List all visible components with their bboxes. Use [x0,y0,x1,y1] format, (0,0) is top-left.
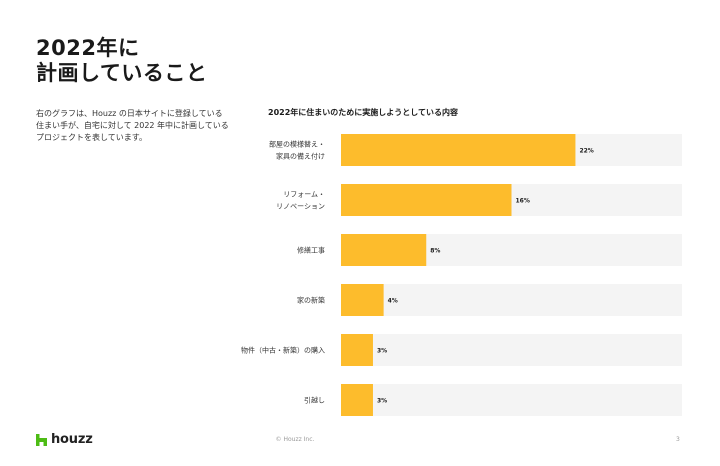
category-label: リフォーム・ [283,191,325,199]
chart-title: 2022年に住まいのために実施しようとしている内容 [268,108,459,117]
bar [341,134,576,166]
category-label: 家の新築 [297,296,325,305]
data-label: 16% [516,198,530,205]
bar [341,284,384,316]
bar [341,334,373,366]
category-label: 部屋の模様替え・ [269,140,325,149]
description-line-3: プロジェクトを表しています。 [36,133,147,142]
description-text: 右のグラフは、Houzz の日本サイトに登録している 住まい手が、自宅に対して … [36,108,241,144]
category-label: 家具の備え付け [276,152,325,161]
houzz-logo: houzz [36,432,93,447]
houzz-h-icon [36,433,47,446]
data-label: 22% [579,148,593,155]
bar-track [341,334,682,366]
description-line-1: 右のグラフは、Houzz の日本サイトに登録している [36,109,223,118]
category-label: 物件（中古・新築）の購入 [241,346,325,355]
page-number: 3 [676,436,680,443]
copyright-text: © Houzz Inc. [275,436,315,443]
page-title: 2022年に 計画していること [36,36,207,86]
data-label: 3% [377,398,387,405]
page-title-line-1: 2022年に [36,36,140,60]
data-label: 3% [377,348,387,355]
bar [341,184,512,216]
data-label: 4% [388,298,398,305]
category-label: 引越し [304,396,325,405]
data-label: 8% [430,248,440,255]
bar-track [341,284,682,316]
category-label: 修繕工事 [297,246,325,255]
category-label: リノベーション [276,203,325,211]
description-line-2: 住まい手が、自宅に対して 2022 年中に計画している [36,121,229,130]
page-title-line-2: 計画していること [36,61,208,85]
logo-text: houzz [51,432,93,447]
bar [341,234,427,266]
bar [341,384,373,416]
bar-track [341,384,682,416]
